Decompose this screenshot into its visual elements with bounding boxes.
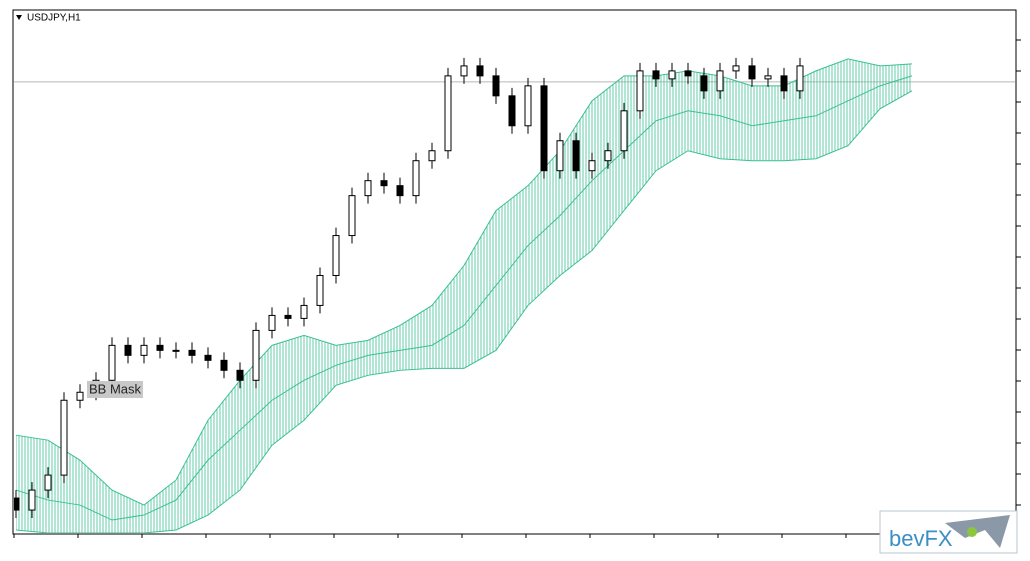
candle-body: [604, 150, 612, 162]
candle-body: [572, 140, 580, 172]
candle-body: [636, 70, 644, 112]
candle-body: [204, 354, 212, 361]
candle-body: [620, 110, 628, 152]
band-fill: [16, 58, 912, 533]
axis-ticks: [13, 39, 1021, 538]
candle-body: [28, 489, 36, 511]
candle-body: [44, 474, 52, 491]
candle-body: [588, 160, 596, 172]
candle-body: [748, 65, 756, 80]
candle-body: [460, 65, 468, 77]
candle-body: [332, 235, 340, 276]
candle-body: [364, 180, 372, 197]
candle-body: [540, 85, 548, 172]
logo-bird: [945, 515, 1010, 548]
candle-body: [124, 344, 132, 356]
candle-body: [668, 70, 676, 80]
candle-body: [188, 349, 196, 356]
candle-body: [220, 359, 228, 371]
candle-body: [348, 195, 356, 237]
candle-body: [284, 314, 292, 319]
candle-body: [428, 150, 436, 162]
candle-body: [700, 75, 708, 92]
candle-body: [556, 140, 564, 172]
candle-body: [684, 70, 692, 77]
candle-body: [492, 75, 500, 97]
band-middle: [15, 75, 913, 521]
candle-body: [476, 65, 484, 77]
symbol-title: USDJPY,H1: [27, 13, 81, 24]
candle-body: [156, 344, 164, 351]
candle-body: [60, 399, 68, 476]
candle-body: [76, 391, 84, 401]
candle-body: [716, 70, 724, 92]
logo-dot: [967, 527, 977, 537]
candle-body: [268, 314, 276, 331]
candle-body: [412, 160, 420, 197]
candle-body: [444, 75, 452, 152]
candle-body: [300, 304, 308, 319]
candle-body: [396, 185, 404, 197]
candle-body: [796, 65, 804, 92]
logo-text: bevFX: [889, 526, 953, 551]
candle-body: [172, 349, 180, 352]
candle-body: [524, 85, 532, 127]
candle-body: [380, 180, 388, 187]
plot-area: [14, 57, 1015, 533]
candle-body: [316, 274, 324, 306]
brand-logo: bevFX: [879, 510, 1018, 554]
symbol-menu-arrow[interactable]: [16, 15, 22, 20]
candle-body: [652, 70, 660, 80]
band-lower: [15, 90, 913, 533]
candle-body: [14, 497, 20, 511]
indicator-label: BB Mask: [89, 381, 142, 396]
candle-body: [732, 65, 740, 72]
candle-body: [764, 75, 772, 80]
candle-body: [140, 344, 148, 356]
candle-body: [780, 75, 788, 92]
candle-body: [252, 329, 260, 381]
label-background: [87, 381, 143, 398]
candle-body: [108, 344, 116, 381]
candle-body: [236, 369, 244, 381]
band-upper: [15, 58, 913, 506]
candle-body: [508, 95, 516, 127]
